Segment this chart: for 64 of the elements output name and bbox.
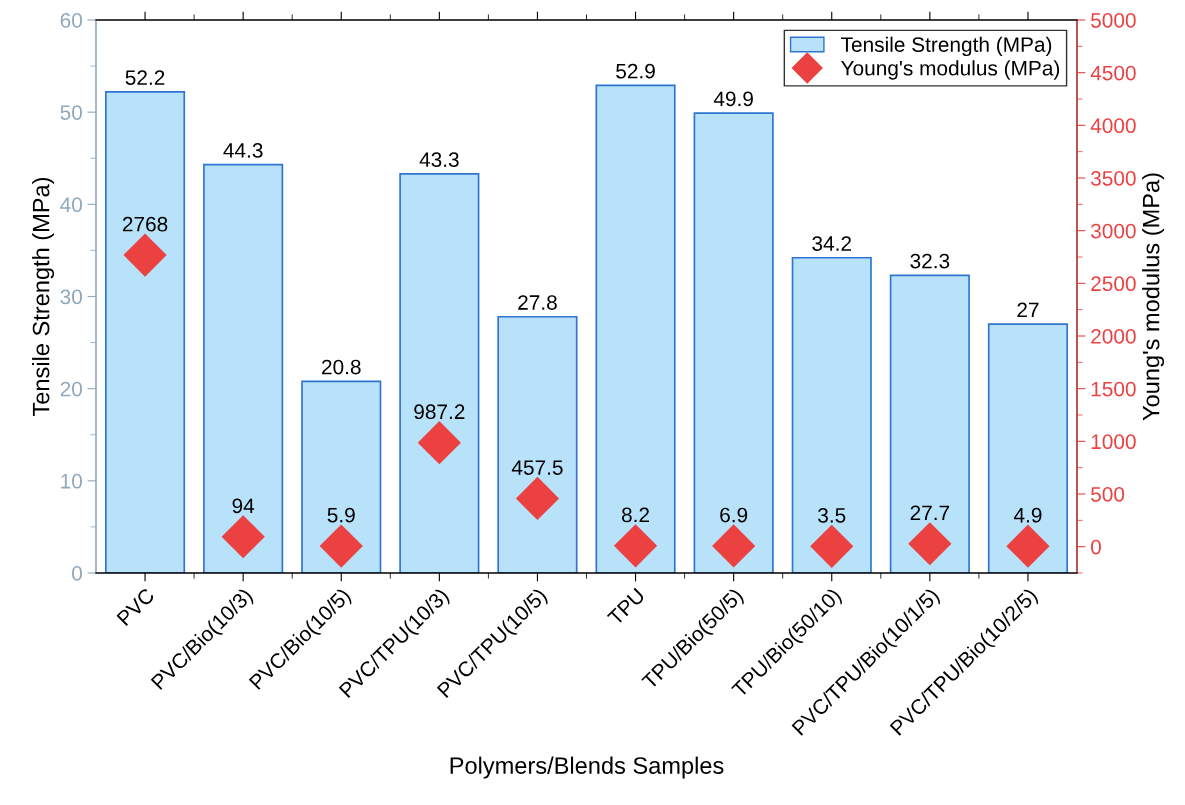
y-axis-title: Tensile Strength (MPa): [32, 177, 55, 417]
bar: [987, 323, 1069, 573]
y-tick-label: 30: [60, 289, 82, 305]
point: [1006, 524, 1050, 568]
y2-tick-label: 1500: [1091, 381, 1136, 397]
x-axis-title: Polymers/Blends Samples: [450, 756, 724, 779]
legend-label: Young's modulus (MPa): [841, 60, 1060, 80]
bar: [595, 84, 676, 573]
y2-tick-label: 2000: [1091, 329, 1136, 344]
data-label: 27.7: [910, 505, 950, 520]
y2-tick-label: 3500: [1090, 171, 1136, 186]
point: [515, 476, 560, 521]
data-label: 49.9: [713, 91, 753, 107]
point: [712, 524, 756, 568]
y-tick-label: 40: [60, 197, 82, 213]
y2-tick-label: 500: [1091, 487, 1125, 502]
data-label: 43.3: [419, 152, 459, 168]
x-tick-label: TPU: [606, 587, 646, 627]
data-label: 34.2: [812, 236, 851, 251]
point: [613, 524, 658, 568]
y-tick-label: 20: [60, 381, 82, 397]
bar: [203, 163, 284, 573]
point: [417, 421, 461, 465]
data-label: 3.5: [818, 507, 846, 523]
data-label: 27.8: [518, 295, 557, 310]
y-tick-label: 10: [61, 473, 82, 489]
data-label: 8.2: [621, 507, 649, 523]
point: [810, 524, 854, 568]
bar: [497, 315, 578, 573]
point: [319, 524, 363, 568]
bar: [693, 112, 774, 573]
y2-tick-label: 1000: [1091, 434, 1136, 450]
y2-tick-label: 0: [1091, 539, 1101, 555]
data-label: 20.8: [322, 359, 361, 375]
legend-label: Tensile Strength (MPa): [841, 36, 1052, 57]
data-label: 44.3: [223, 143, 263, 158]
bar: [791, 256, 872, 573]
y-tick-label: 60: [60, 13, 82, 28]
data-label: 457.5: [511, 460, 563, 475]
data-label: 4.9: [1013, 507, 1042, 523]
data-label: 32.3: [910, 253, 950, 269]
data-label: 52.9: [616, 63, 655, 79]
y-tick-label: 0: [72, 566, 82, 581]
data-label: 52.2: [125, 70, 165, 85]
y2-tick-label: 4000: [1090, 118, 1136, 134]
point: [908, 522, 952, 566]
data-label: 2768: [122, 216, 168, 232]
y2-tick-label: 3000: [1090, 223, 1136, 239]
y2-tick-label: 2500: [1091, 276, 1136, 292]
data-label: 5.9: [327, 507, 355, 523]
y2-axis-title: Young's modulus (MPa): [1142, 173, 1165, 421]
point: [123, 233, 167, 277]
point: [221, 515, 265, 559]
y2-tick-label: 4500: [1090, 65, 1136, 81]
data-label: 27: [1017, 302, 1039, 318]
data-label: 987.2: [414, 404, 465, 420]
bar: [301, 380, 382, 573]
y2-tick-label: 5000: [1091, 13, 1136, 28]
bar: [104, 91, 186, 573]
data-label: 6.9: [720, 507, 748, 523]
bar: [399, 173, 480, 573]
bar: [889, 274, 970, 573]
data-label: 94: [232, 498, 255, 514]
y-tick-label: 50: [60, 105, 82, 120]
